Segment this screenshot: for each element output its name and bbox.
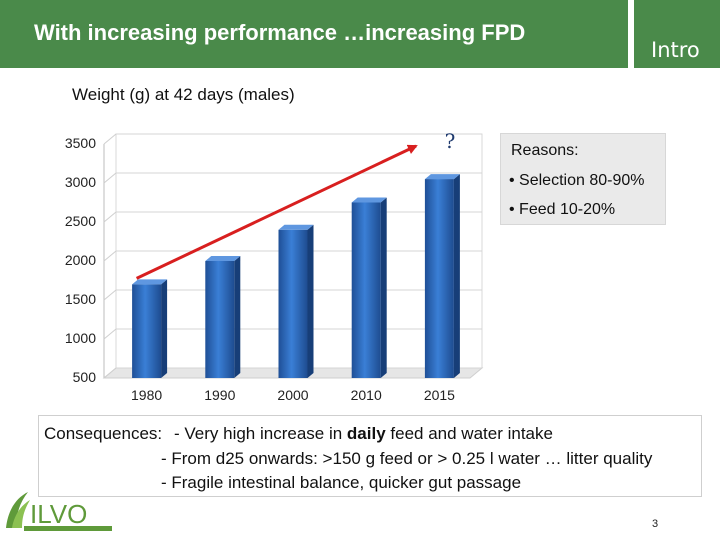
trend-arrow (135, 144, 418, 280)
y-tick-label: 1500 (65, 291, 96, 307)
bar-top (132, 279, 168, 285)
reasons-heading: Reasons: (511, 142, 579, 159)
consequences-box: Consequences: - Very high increase in da… (38, 415, 702, 497)
bar-side (234, 256, 241, 378)
reasons-box: Reasons: • Selection 80-90% • Feed 10-20… (500, 133, 666, 225)
y-tick-label: 3500 (65, 135, 96, 151)
bar-top (278, 224, 314, 230)
bar (278, 229, 308, 378)
question-annotation: ? (445, 129, 456, 153)
consequences-label: Consequences: (44, 424, 163, 443)
bar-side (380, 197, 387, 378)
page-number: 3 (652, 518, 659, 530)
y-tick-label: 1000 (65, 330, 96, 346)
gridline-depth (103, 211, 117, 223)
bar (132, 284, 162, 378)
bar-top (424, 174, 460, 180)
consequence-item: - Fragile intestinal balance, quicker gu… (161, 473, 522, 492)
logo-text: ILVO (30, 499, 87, 529)
x-tick-label: 2015 (424, 387, 455, 403)
x-tick-label: 1980 (131, 387, 162, 403)
bar-side (161, 279, 168, 378)
gridline-depth (103, 328, 117, 340)
consequence-emphasis: daily (346, 424, 386, 443)
gridline-depth (103, 172, 117, 184)
ilvo-logo: ILVO (6, 492, 112, 531)
bar (424, 179, 454, 378)
gridline-depth (103, 289, 117, 301)
title-bar: With increasing performance …increasing … (0, 0, 628, 68)
bar-chart: 500 1000 1500 2000 2500 3000 3500 1980 1990 2000 2… (65, 129, 484, 403)
consequence-text: - Very high increase in (174, 424, 347, 443)
consequence-text: feed and water intake (385, 424, 553, 443)
bar (351, 202, 381, 378)
x-tick-label: 2010 (351, 387, 382, 403)
consequence-item: - Very high increase in daily feed and w… (174, 424, 553, 444)
bar-side (307, 224, 314, 378)
y-tick-label: 500 (73, 369, 97, 385)
y-tick-label: 2000 (65, 252, 96, 268)
reason-item: • Selection 80-90% (509, 172, 645, 189)
reason-item: • Feed 10-20% (509, 201, 616, 218)
x-tick-label: 1990 (204, 387, 235, 403)
slide-title: With increasing performance …increasing … (34, 20, 526, 45)
bar-top (351, 197, 387, 203)
bar (205, 261, 235, 378)
gridline-depth (103, 133, 117, 145)
consequence-item: - From d25 onwards: >150 g feed or > 0.2… (161, 449, 653, 468)
bar-side (453, 174, 460, 378)
chart-title: Weight (g) at 42 days (males) (72, 85, 295, 104)
x-tick-label: 2000 (277, 387, 308, 403)
section-tag: Intro (651, 38, 700, 62)
gridline-depth (103, 250, 117, 262)
gridline-depth (103, 367, 117, 379)
section-tab (634, 0, 720, 68)
y-tick-label: 3000 (65, 174, 96, 190)
y-tick-label: 2500 (65, 213, 96, 229)
bar-top (205, 256, 241, 261)
